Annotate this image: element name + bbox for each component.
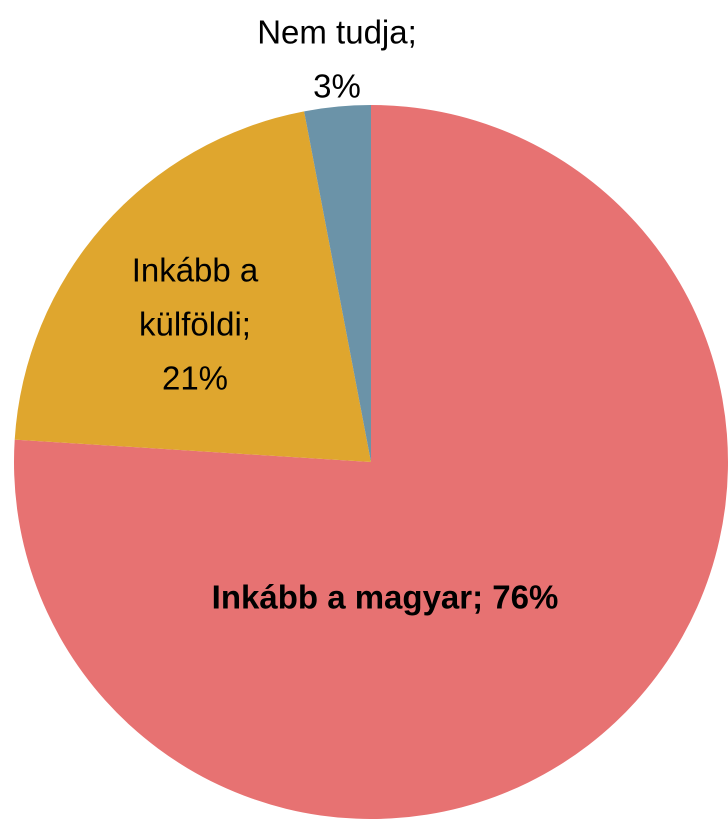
slice-label: 21% xyxy=(162,360,228,397)
slice-label: 3% xyxy=(313,68,361,105)
slice-label: külföldi; xyxy=(139,306,251,343)
pie-slice xyxy=(304,105,371,462)
slice-label: Inkább a xyxy=(132,252,259,289)
slice-label: Nem tudja; xyxy=(257,14,417,51)
pie-slice xyxy=(14,111,371,462)
slice-label: Inkább a magyar; 76% xyxy=(212,579,559,616)
pie-slice xyxy=(14,105,728,819)
